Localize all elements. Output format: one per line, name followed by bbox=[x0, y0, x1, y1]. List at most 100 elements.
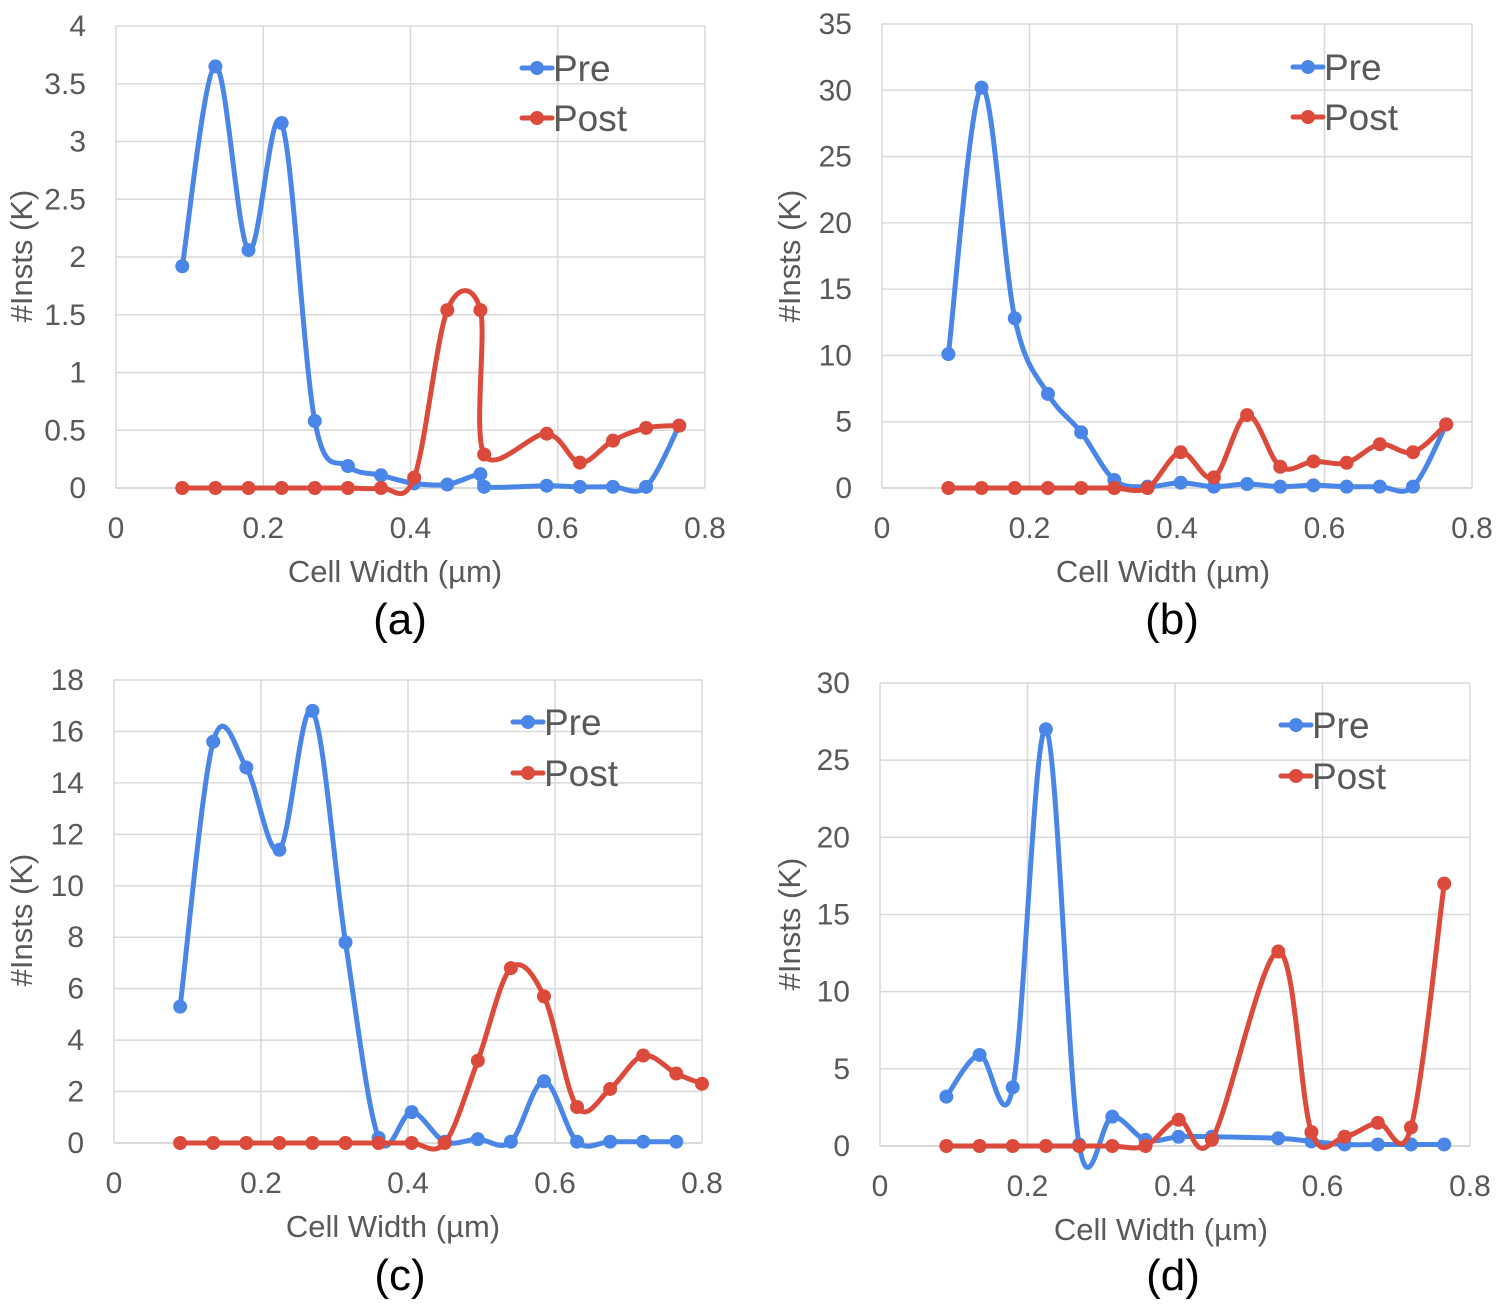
data-point-post bbox=[1072, 1139, 1087, 1153]
series-post bbox=[939, 876, 1452, 1153]
y-tick-label: 10 bbox=[51, 870, 84, 903]
data-point-pre bbox=[639, 479, 654, 494]
data-point-post bbox=[1204, 1132, 1219, 1147]
x-tick-label: 0 bbox=[872, 1170, 889, 1203]
x-tick-label: 0.4 bbox=[387, 1167, 429, 1200]
data-point-post bbox=[1206, 470, 1221, 485]
panel-caption: (c) bbox=[374, 1251, 425, 1300]
legend-label: Post bbox=[1324, 97, 1399, 138]
data-point-pre bbox=[307, 414, 322, 429]
legend-item-pre: Pre bbox=[510, 702, 602, 743]
y-tick-label: 10 bbox=[817, 976, 850, 1009]
data-point-pre bbox=[1273, 479, 1288, 494]
data-point-post bbox=[539, 426, 554, 441]
data-point-pre bbox=[340, 459, 355, 474]
data-point-pre bbox=[1038, 722, 1053, 737]
data-point-post bbox=[1173, 445, 1188, 460]
series-post bbox=[175, 288, 687, 497]
legend-item-pre: Pre bbox=[519, 48, 611, 89]
data-point-post bbox=[605, 433, 620, 448]
x-axis-title: Cell Width (µm) bbox=[1054, 1212, 1268, 1247]
data-point-post bbox=[1404, 1120, 1418, 1135]
y-tick-label: 1 bbox=[69, 357, 86, 390]
data-point-post bbox=[1240, 408, 1255, 423]
series-pre bbox=[175, 59, 687, 494]
x-tick-label: 0.8 bbox=[1449, 1170, 1491, 1203]
data-point-post bbox=[272, 1136, 287, 1150]
data-point-post bbox=[371, 1136, 386, 1150]
y-tick-label: 6 bbox=[67, 973, 84, 1006]
data-point-post bbox=[239, 1136, 254, 1150]
legend-label: Pre bbox=[544, 702, 602, 743]
data-point-post bbox=[1138, 1139, 1153, 1153]
legend-swatch-marker bbox=[1301, 60, 1315, 74]
data-point-post bbox=[536, 989, 551, 1004]
y-tick-label: 30 bbox=[817, 667, 850, 700]
data-point-post bbox=[636, 1048, 651, 1063]
series-line-post bbox=[945, 412, 1449, 494]
data-point-post bbox=[1040, 481, 1055, 495]
data-point-post bbox=[972, 1139, 987, 1153]
data-point-post bbox=[503, 961, 518, 976]
data-point-pre bbox=[1173, 475, 1188, 490]
x-tick-label: 0.2 bbox=[1007, 1170, 1049, 1203]
y-tick-label: 2 bbox=[67, 1076, 84, 1109]
data-point-post bbox=[206, 1136, 221, 1150]
data-point-pre bbox=[374, 468, 389, 483]
x-tick-label: 0 bbox=[874, 512, 891, 545]
y-tick-label: 20 bbox=[819, 207, 852, 240]
y-tick-label: 0 bbox=[833, 1130, 850, 1163]
y-tick-label: 0 bbox=[67, 1127, 84, 1160]
data-point-pre bbox=[1339, 479, 1354, 494]
y-tick-label: 15 bbox=[817, 899, 850, 932]
data-point-pre bbox=[974, 80, 989, 95]
x-tick-label: 0.4 bbox=[390, 512, 432, 545]
data-point-pre bbox=[669, 1134, 684, 1149]
data-point-post bbox=[939, 1139, 954, 1153]
y-tick-label: 14 bbox=[51, 767, 84, 800]
data-point-pre bbox=[1005, 1080, 1020, 1095]
data-point-post bbox=[1437, 876, 1452, 891]
y-tick-label: 3.5 bbox=[44, 68, 86, 101]
data-point-post bbox=[440, 303, 455, 318]
legend-swatch-marker bbox=[1301, 110, 1315, 124]
y-axis-title: #Insts (K) bbox=[772, 858, 807, 991]
y-axis-title: #Insts (K) bbox=[772, 190, 807, 323]
data-point-pre bbox=[1406, 479, 1420, 494]
y-tick-label: 25 bbox=[817, 744, 850, 777]
x-tick-label: 0.2 bbox=[1009, 512, 1051, 545]
data-point-post bbox=[1406, 445, 1420, 460]
data-point-pre bbox=[305, 703, 320, 718]
y-tick-label: 25 bbox=[819, 141, 852, 174]
x-tick-label: 0.6 bbox=[1302, 1170, 1344, 1203]
data-point-post bbox=[672, 418, 687, 433]
data-point-post bbox=[1304, 1125, 1319, 1140]
y-tick-label: 15 bbox=[819, 273, 852, 306]
series-post bbox=[941, 408, 1454, 495]
data-point-pre bbox=[208, 59, 223, 74]
data-point-pre bbox=[1370, 1137, 1385, 1152]
data-point-pre bbox=[175, 259, 190, 274]
data-point-post bbox=[974, 481, 989, 495]
legend-item-pre: Pre bbox=[1290, 47, 1382, 88]
x-tick-label: 0 bbox=[106, 1167, 123, 1200]
legend-swatch-marker bbox=[521, 766, 535, 780]
legend-label: Post bbox=[553, 98, 628, 139]
data-point-pre bbox=[605, 479, 620, 494]
legend-item-post: Post bbox=[1278, 756, 1387, 797]
data-point-pre bbox=[941, 347, 956, 362]
legend-item-post: Post bbox=[510, 753, 619, 794]
data-point-pre bbox=[1240, 477, 1255, 492]
data-point-pre bbox=[274, 116, 289, 131]
legend-label: Post bbox=[1312, 756, 1387, 797]
x-tick-label: 0.8 bbox=[681, 1167, 723, 1200]
x-tick-label: 0 bbox=[108, 512, 125, 545]
data-point-post bbox=[1074, 481, 1089, 495]
panel-caption: (d) bbox=[1146, 1251, 1200, 1300]
legend-swatch-marker bbox=[530, 61, 544, 75]
data-point-post bbox=[1273, 459, 1288, 474]
chart-panel-d: 0 5 10 15 20 25 30 0 0.2 0.4 0.6 0.8 Cell Width (µm)… bbox=[772, 667, 1491, 1300]
data-point-pre bbox=[503, 1134, 518, 1149]
data-point-post bbox=[941, 481, 956, 495]
